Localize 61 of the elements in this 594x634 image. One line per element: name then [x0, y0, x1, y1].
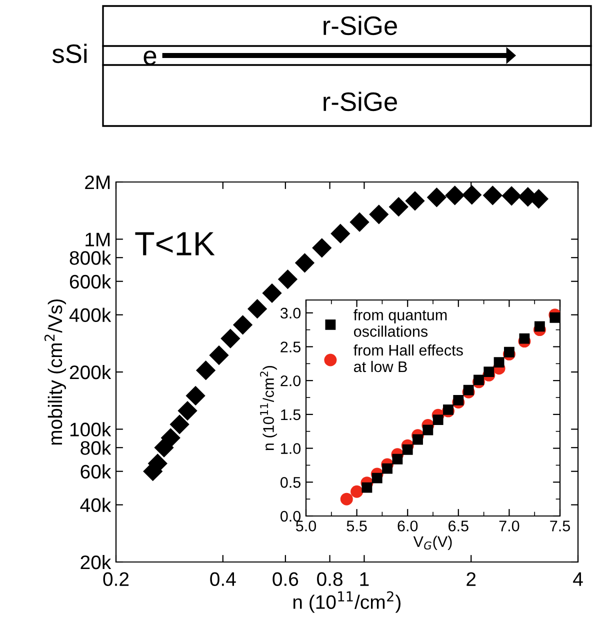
point [362, 482, 372, 493]
y-tick-label: 60k [80, 464, 112, 479]
x-tick-label: 4 [573, 572, 583, 586]
point [484, 366, 494, 377]
point [453, 395, 464, 406]
y-tick-label: 3.0 [280, 308, 301, 319]
y-tick-label: 200k [70, 364, 112, 380]
x-tick-label: 7.0 [499, 520, 520, 532]
y-tick-label: 0.5 [280, 477, 300, 488]
x-tick-label: 5.5 [346, 520, 367, 532]
y-tick-label: 80k [80, 440, 112, 455]
x-tick-label: 2 [466, 572, 476, 586]
x-tick-label: 0.6 [272, 572, 298, 586]
point [432, 414, 444, 426]
point [474, 374, 484, 386]
point [504, 346, 514, 358]
y-axis-title: mobility (cm$^{2}$/Vs) [44, 299, 66, 445]
x-tick-label: 6.5 [448, 520, 468, 532]
y-tick-label: 100k [70, 422, 112, 436]
y-tick-label: 2M [85, 175, 110, 190]
text: sSi [52, 44, 87, 64]
legend-label: from Hall effects at low B [354, 344, 463, 372]
y-tick-label: 1M [86, 232, 110, 246]
point [550, 312, 560, 323]
y-axis-title: n (10$^{11}$/cm$^{2}$) [260, 366, 277, 450]
text: r-SiGe [324, 16, 397, 36]
y-tick-label: 800k [70, 250, 112, 265]
x-axis-title: V$_{G}$(V) [413, 536, 452, 550]
point [463, 384, 474, 396]
y-tick-label: 2.5 [280, 342, 300, 352]
x-tick-label: 7.5 [550, 520, 570, 532]
x-tick-label: 0.4 [210, 572, 236, 586]
y-tick-label: 400k [69, 308, 112, 322]
point [392, 454, 403, 464]
y-tick-label: 1.0 [281, 443, 301, 454]
x-tick-label: 6.0 [398, 520, 418, 532]
point [402, 444, 413, 455]
point [534, 321, 545, 332]
x-tick-label: 0.8 [317, 572, 342, 586]
point [412, 434, 423, 445]
point [422, 424, 434, 436]
point [443, 404, 454, 415]
point [382, 463, 392, 474]
point [340, 492, 353, 506]
y-tick-label: 0.0 [280, 510, 301, 522]
y-tick-label: 1.5 [281, 409, 300, 420]
x-tick-label: 5.0 [296, 520, 316, 532]
point [372, 472, 382, 484]
text: r-SiGe [324, 92, 397, 112]
point [350, 485, 364, 498]
x-tick-label: 0.2 [103, 572, 129, 586]
y-tick-label: 600k [70, 274, 112, 289]
y-tick-label: 2.0 [280, 375, 301, 386]
annotation: T<1K [135, 232, 215, 256]
point [519, 333, 530, 344]
x-axis-title: n (10$^{11}$/cm$^{2}$) [293, 591, 400, 613]
point [494, 357, 504, 368]
y-tick-label: 20k [80, 554, 112, 570]
x-tick-label: 1 [360, 572, 369, 586]
text: e [144, 50, 156, 66]
y-tick-label: 40k [80, 498, 112, 512]
